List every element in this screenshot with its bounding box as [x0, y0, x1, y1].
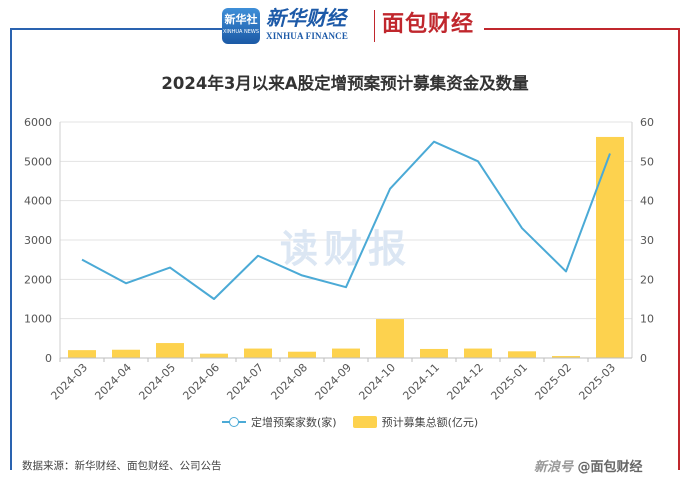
- data-source: 数据来源：新华财经、面包财经、公司公告: [22, 460, 222, 472]
- x-tick-label: 2025-01: [488, 361, 530, 403]
- x-tick-label: 2024-09: [312, 361, 354, 403]
- bar: [596, 136, 624, 358]
- bar: [508, 351, 536, 358]
- header-logos: 新华社 XINHUA NEWS 新华财经 XINHUA FINANCE 面包财经: [222, 6, 484, 46]
- bar: [288, 351, 316, 358]
- bar: [420, 348, 448, 358]
- x-tick-label: 2024-05: [136, 361, 178, 403]
- right-axis-tick-label: 0: [640, 352, 647, 365]
- mianbao-finance-logo: 面包财经: [382, 12, 475, 37]
- line-path: [81, 140, 611, 300]
- legend-bar-swatch: [352, 416, 377, 428]
- chart-watermark: 读财报: [280, 227, 412, 271]
- x-tick-label: 2024-10: [356, 361, 398, 403]
- frame-red-border: [484, 28, 680, 470]
- bar: [552, 356, 580, 358]
- x-tick-label: 2024-08: [268, 361, 310, 403]
- line-series: [81, 140, 611, 300]
- right-axis-tick-label: 60: [640, 116, 654, 129]
- right-axis-tick-label: 30: [640, 234, 654, 247]
- bar: [112, 349, 140, 358]
- legend-item-line: 定增预案家数(家): [222, 414, 337, 430]
- chart-title: 2024年3月以来A股定增预案预计募集资金及数量: [161, 74, 529, 93]
- left-axis-tick-label: 4000: [24, 195, 52, 208]
- bar: [68, 350, 96, 358]
- bar: [332, 348, 360, 358]
- legend-item-bar: 预计募集总额(亿元): [352, 414, 479, 430]
- chart-axes: [59, 122, 633, 362]
- left-axis-tick-label: 0: [45, 352, 52, 365]
- bar: [464, 348, 492, 358]
- bottom-brand: 新浪号 @面包财经: [534, 460, 643, 475]
- chart-legend: 定增预案家数(家) 预计募集总额(亿元): [222, 414, 494, 430]
- header-divider: [374, 10, 375, 42]
- x-tick-label: 2024-06: [180, 361, 222, 403]
- x-tick-label: 2024-07: [224, 361, 266, 403]
- xinhua-logo: 新华社 XINHUA NEWS: [222, 8, 260, 44]
- right-axis-tick-label: 20: [640, 273, 654, 286]
- bar: [156, 343, 184, 358]
- right-axis-tick-label: 40: [640, 195, 654, 208]
- left-axis-tick-label: 1000: [24, 313, 52, 326]
- frame-blue-border: [10, 28, 224, 470]
- x-tick-label: 2024-03: [48, 361, 90, 403]
- legend-label-line: 定增预案家数(家): [251, 416, 337, 429]
- x-tick-label: 2024-04: [92, 361, 134, 403]
- right-axis-tick-label: 10: [640, 313, 654, 326]
- right-axis-tick-label: 50: [640, 155, 654, 168]
- xinhua-finance-name: 新华财经 XINHUA FINANCE: [266, 6, 349, 41]
- x-tick-label: 2024-12: [444, 361, 486, 403]
- x-tick-label: 2024-11: [400, 361, 442, 403]
- left-axis-tick-label: 6000: [24, 116, 52, 129]
- x-tick-label: 2025-02: [532, 361, 574, 403]
- legend-label-bar: 预计募集总额(亿元): [381, 416, 479, 429]
- left-axis-tick-label: 5000: [24, 155, 52, 168]
- legend-line-swatch: [222, 417, 246, 427]
- left-axis-tick-label: 2000: [24, 273, 52, 286]
- chart-grid: [60, 121, 632, 320]
- bar: [200, 353, 228, 358]
- bar-series: [68, 136, 624, 358]
- x-tick-label: 2025-03: [576, 361, 618, 403]
- left-axis-tick-label: 3000: [24, 234, 52, 247]
- bar: [244, 348, 272, 358]
- bar: [376, 319, 404, 358]
- watermark-text: 读财报: [280, 227, 412, 271]
